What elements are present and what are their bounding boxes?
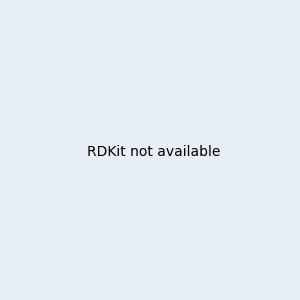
Text: RDKit not available: RDKit not available (87, 145, 220, 158)
